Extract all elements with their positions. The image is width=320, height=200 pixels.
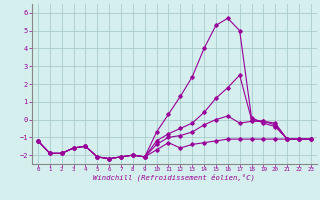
X-axis label: Windchill (Refroidissement éolien,°C): Windchill (Refroidissement éolien,°C) [93, 174, 255, 181]
